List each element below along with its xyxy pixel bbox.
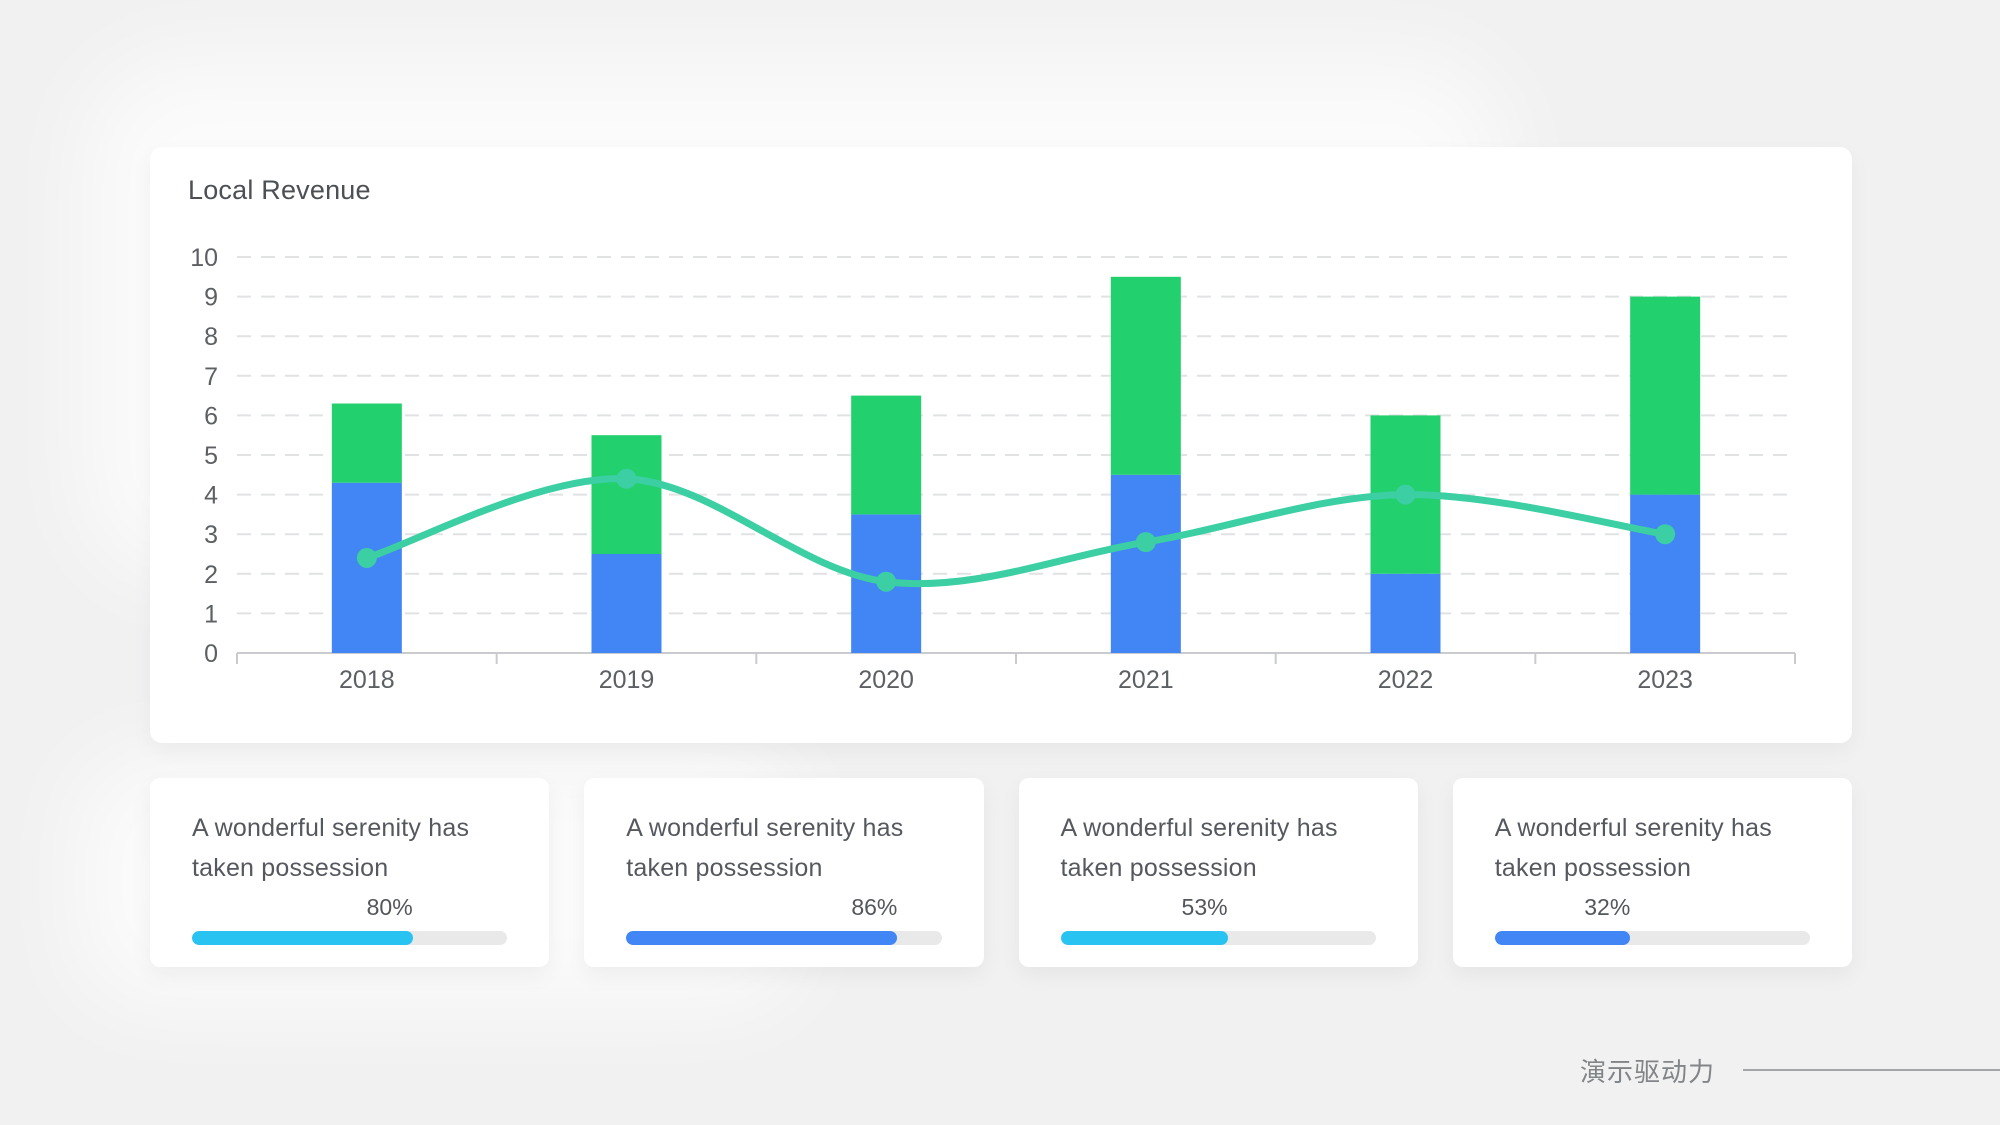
stat-description: A wonderful serenity has taken possessio… [1060,814,1338,882]
progress-fill [626,931,898,945]
stat-card: A wonderful serenity has taken possessio… [150,778,550,967]
stat-value-row: 53% [1061,894,1376,924]
svg-text:10: 10 [190,244,218,272]
svg-text:2023: 2023 [1637,666,1693,694]
progress-track [626,931,942,945]
brand-text: 演示驱动力 [1579,1056,1715,1087]
svg-text:1: 1 [204,600,218,628]
progress-track [1494,931,1810,945]
stat-card: A wonderful serenity has taken possessio… [1452,778,1852,967]
stat-value: 80% [366,894,413,920]
progress-fill [1494,931,1631,945]
progress-track [1060,931,1376,945]
stat-description: A wonderful serenity has taken possessio… [192,814,470,882]
progress-track [192,931,508,945]
stat-value-row: 86% [626,894,941,924]
stat-value-anchor: 53% [1061,894,1228,921]
stat-description: A wonderful serenity has taken possessio… [1494,814,1772,882]
svg-text:7: 7 [204,363,218,391]
stat-value: 53% [1181,894,1228,920]
svg-text:2020: 2020 [858,666,914,694]
svg-text:2: 2 [204,561,218,589]
svg-text:2022: 2022 [1378,666,1434,694]
revenue-chart-card: Local Revenue 0 1 2 3 4 5 6 7 8 9 10 2018 2019 2020 20… [150,147,1852,743]
svg-text:2021: 2021 [1118,666,1174,694]
svg-text:6: 6 [204,402,218,430]
stat-value-anchor: 80% [192,894,413,921]
svg-text:4: 4 [204,482,218,510]
svg-text:0: 0 [204,640,218,668]
stat-value: 86% [851,894,898,920]
chart-title: Local Revenue [188,175,371,205]
stat-card: A wonderful serenity has taken possessio… [1018,778,1418,967]
stat-card: A wonderful serenity has taken possessio… [584,778,984,967]
svg-text:2019: 2019 [599,666,655,694]
svg-text:9: 9 [204,284,218,312]
stat-value-row: 32% [1495,894,1810,924]
stat-value-row: 80% [192,894,507,924]
footer: 演示驱动力 [0,1046,2000,1094]
stat-value-anchor: 86% [626,894,897,921]
stat-value: 32% [1584,894,1631,920]
progress-fill [192,931,413,945]
footer-divider-line [1743,1069,2000,1071]
revenue-combo-chart: 0 1 2 3 4 5 6 7 8 9 10 2018 2019 2020 2021 2022 2023 [190,244,1796,694]
stat-value-anchor: 32% [1495,894,1631,921]
progress-fill [1060,931,1228,945]
svg-text:8: 8 [204,323,218,351]
svg-text:3: 3 [204,521,218,549]
stats-row: A wonderful serenity has taken possessio… [150,778,1852,967]
svg-text:5: 5 [204,442,218,470]
svg-text:2018: 2018 [339,666,395,694]
stat-description: A wonderful serenity has taken possessio… [626,814,904,882]
